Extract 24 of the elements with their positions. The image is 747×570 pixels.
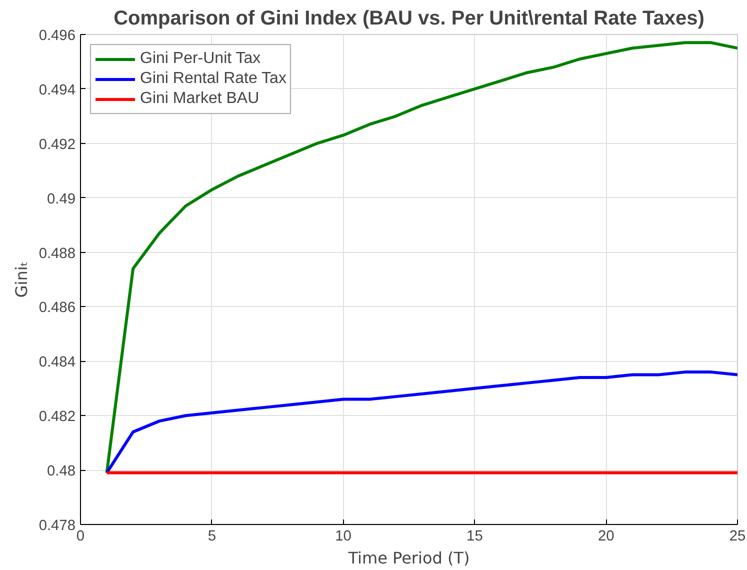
- y-tick-label: 0.486: [38, 300, 76, 316]
- x-tick-label: 5: [208, 528, 216, 544]
- x-tick-label: 20: [598, 528, 614, 544]
- y-tick-label: 0.488: [38, 246, 76, 262]
- y-tick-label: 0.478: [38, 518, 76, 534]
- line-series: [105, 41, 738, 474]
- chart-title: Comparison of Gini Index (BAU vs. Per Unit\rental Rate Taxes): [114, 8, 704, 30]
- x-tick-label: 15: [466, 528, 483, 544]
- legend-label: Gini Market BAU: [140, 90, 260, 108]
- legend-label: Gini Per-Unit Tax: [140, 50, 261, 68]
- y-tick-label: 0.49: [46, 191, 76, 208]
- x-tick-label: 0: [76, 528, 85, 544]
- y-tick-label: 0.484: [38, 354, 76, 371]
- line-series: [105, 370, 738, 474]
- y-tick-label: 0.492: [38, 136, 76, 153]
- y-tick-label: 0.48: [46, 464, 76, 480]
- x-tick-label: 10: [335, 528, 352, 544]
- y-axis-title: Giniₜ: [12, 261, 31, 298]
- y-tick-label: 0.494: [38, 82, 76, 98]
- x-axis-title: Time Period (T): [347, 548, 470, 568]
- y-tick-label: 0.482: [38, 409, 76, 426]
- y-tick-label: 0.496: [38, 28, 76, 44]
- legend-label: Gini Rental Rate Tax: [140, 70, 286, 88]
- x-tick-label: 25: [729, 528, 746, 544]
